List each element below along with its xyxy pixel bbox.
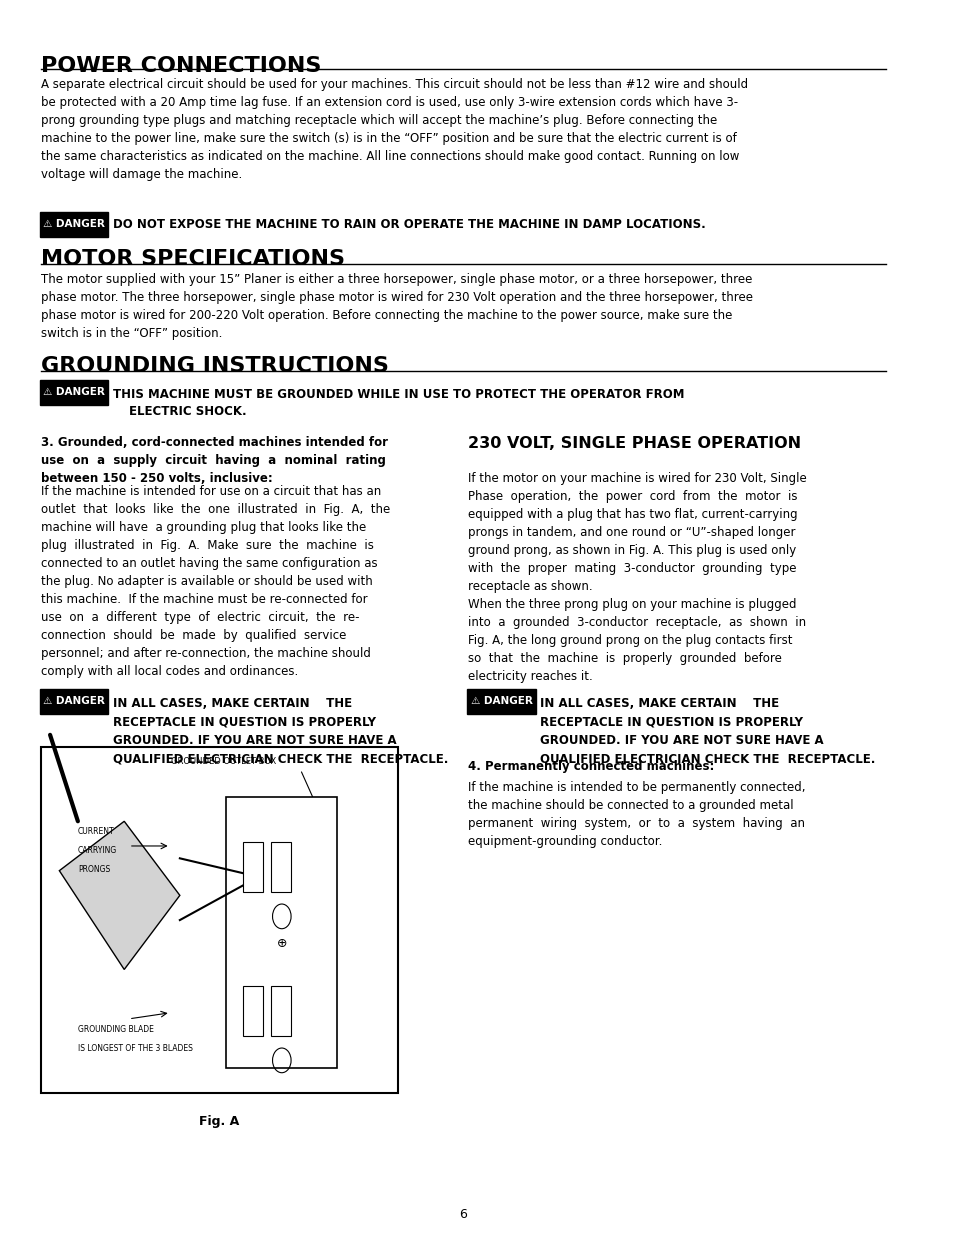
- Text: 4. Permanently connected machines:: 4. Permanently connected machines:: [468, 760, 714, 773]
- Text: ⚠ DANGER: ⚠ DANGER: [470, 695, 532, 706]
- Polygon shape: [59, 821, 180, 969]
- Text: ELECTRIC SHOCK.: ELECTRIC SHOCK.: [129, 405, 246, 419]
- Text: A separate electrical circuit should be used for your machines. This circuit sho: A separate electrical circuit should be …: [41, 78, 747, 180]
- Bar: [271, 842, 291, 892]
- Text: IS LONGEST OF THE 3 BLADES: IS LONGEST OF THE 3 BLADES: [78, 1044, 193, 1052]
- Bar: [243, 842, 263, 892]
- Text: If the machine is intended for use on a circuit that has an
outlet  that  looks : If the machine is intended for use on a …: [41, 485, 390, 678]
- Text: 230 VOLT, SINGLE PHASE OPERATION: 230 VOLT, SINGLE PHASE OPERATION: [468, 436, 801, 451]
- Text: POWER CONNECTIONS: POWER CONNECTIONS: [41, 56, 321, 75]
- Text: 6: 6: [459, 1208, 467, 1221]
- Text: MOTOR SPECIFICATIONS: MOTOR SPECIFICATIONS: [41, 249, 344, 269]
- Bar: [41, 747, 397, 1093]
- Text: If the motor on your machine is wired for 230 Volt, Single
Phase  operation,  th: If the motor on your machine is wired fo…: [468, 472, 806, 683]
- Bar: [226, 797, 337, 1068]
- Bar: [243, 987, 263, 1036]
- Text: THIS MACHINE MUST BE GROUNDED WHILE IN USE TO PROTECT THE OPERATOR FROM: THIS MACHINE MUST BE GROUNDED WHILE IN U…: [113, 388, 684, 401]
- FancyBboxPatch shape: [467, 689, 536, 714]
- FancyBboxPatch shape: [40, 689, 109, 714]
- Text: CARRYING: CARRYING: [78, 846, 117, 855]
- Text: ⚠ DANGER: ⚠ DANGER: [43, 387, 105, 398]
- Text: IN ALL CASES, MAKE CERTAIN    THE
RECEPTACLE IN QUESTION IS PROPERLY
GROUNDED. I: IN ALL CASES, MAKE CERTAIN THE RECEPTACL…: [539, 697, 875, 764]
- Text: IN ALL CASES, MAKE CERTAIN    THE
RECEPTACLE IN QUESTION IS PROPERLY
GROUNDED. I: IN ALL CASES, MAKE CERTAIN THE RECEPTACL…: [113, 697, 448, 764]
- Text: ⚠ DANGER: ⚠ DANGER: [43, 219, 105, 230]
- Text: Fig. A: Fig. A: [199, 1115, 239, 1129]
- FancyBboxPatch shape: [40, 380, 109, 405]
- Text: GROUNDED OUTLET BOX: GROUNDED OUTLET BOX: [171, 757, 275, 766]
- Text: The motor supplied with your 15” Planer is either a three horsepower, single pha: The motor supplied with your 15” Planer …: [41, 273, 752, 340]
- Text: ⊕: ⊕: [276, 937, 287, 950]
- FancyBboxPatch shape: [40, 212, 109, 237]
- Text: DO NOT EXPOSE THE MACHINE TO RAIN OR OPERATE THE MACHINE IN DAMP LOCATIONS.: DO NOT EXPOSE THE MACHINE TO RAIN OR OPE…: [113, 219, 705, 231]
- Bar: [271, 987, 291, 1036]
- Text: CURRENT: CURRENT: [78, 827, 114, 836]
- Text: GROUNDING INSTRUCTIONS: GROUNDING INSTRUCTIONS: [41, 356, 388, 375]
- Text: ⚠ DANGER: ⚠ DANGER: [43, 695, 105, 706]
- Text: 3. Grounded, cord-connected machines intended for
use  on  a  supply  circuit  h: 3. Grounded, cord-connected machines int…: [41, 436, 388, 485]
- Text: If the machine is intended to be permanently connected,
the machine should be co: If the machine is intended to be permane…: [468, 781, 804, 847]
- Text: GROUNDING BLADE: GROUNDING BLADE: [78, 1025, 153, 1034]
- Text: PRONGS: PRONGS: [78, 864, 110, 873]
